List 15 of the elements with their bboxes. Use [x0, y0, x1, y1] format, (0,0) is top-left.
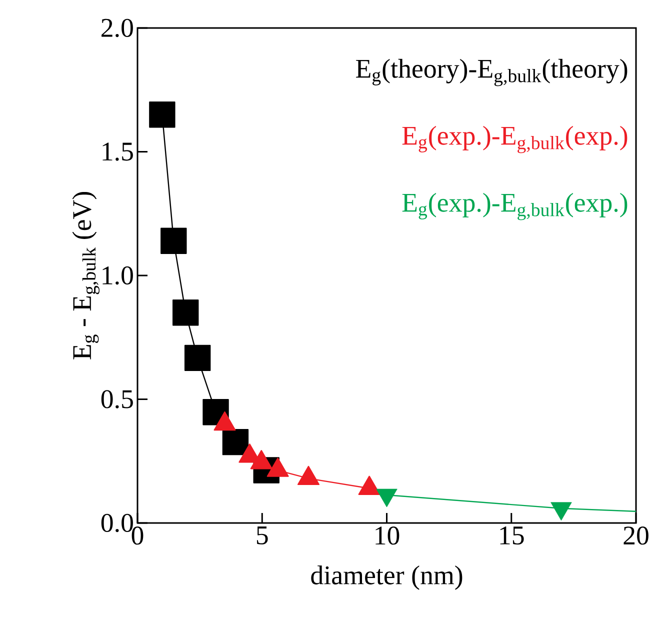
x-tick-label: 0 — [132, 526, 144, 545]
y-tick-label: 1.5 — [102, 142, 133, 161]
y-tick-label: 0.5 — [101, 390, 133, 408]
y-axis-title: E$_{g}$ - E$_{g,bulk}$ (eV) — [72, 192, 100, 360]
x-axis-title: diameter (nm) — [311, 566, 462, 590]
y-tick-label: 1.0 — [102, 266, 133, 285]
x-tick-label: 10 — [376, 526, 400, 545]
y-tick-label: 0.0 — [101, 514, 133, 532]
text: E$_{g}$(exp.)-E$_{g,bulk}$(exp.) — [402, 192, 628, 220]
text: E$_{g}$(theory)-E$_{g,bulk}$(theory) — [356, 58, 628, 86]
x-tick-label: 5 — [256, 526, 268, 544]
x-tick-label: 20 — [624, 526, 648, 545]
text: E$_{g}$(exp.)-E$_{g,bulk}$(exp.) — [402, 126, 628, 154]
y-tick-label: 2.0 — [102, 18, 133, 38]
x-tick-label: 15 — [500, 526, 524, 545]
